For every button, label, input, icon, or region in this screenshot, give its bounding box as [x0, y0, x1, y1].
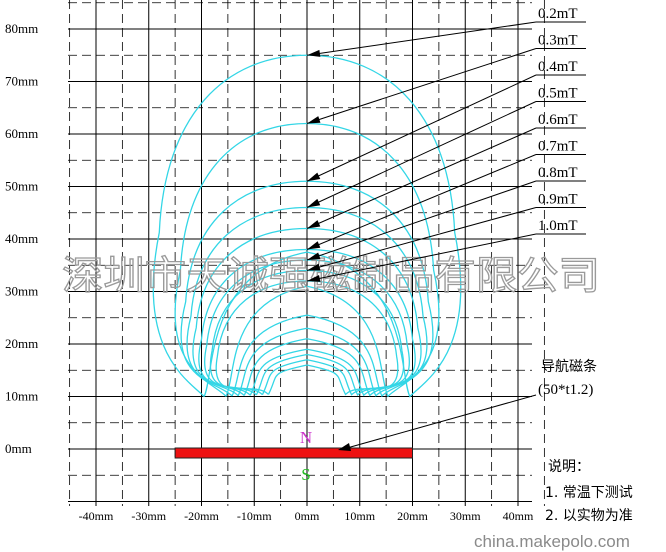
contour-pointer-line	[306, 233, 537, 282]
field-contour-line	[198, 248, 416, 397]
contour-pointer-line	[306, 74, 537, 182]
south-pole-label: S	[301, 465, 310, 484]
field-contour-line	[180, 180, 434, 398]
contour-pointer-arrowhead	[307, 241, 321, 250]
contour-pointer-arrowhead	[307, 220, 321, 229]
y-axis-label: 30mm	[5, 284, 38, 299]
y-axis-label: 10mm	[5, 389, 38, 404]
x-axis-label: 0mm	[295, 509, 320, 523]
field-contour-line	[215, 280, 399, 396]
y-axis-labels: 80mm 70mm 60mm 50mm 40mm 30mm 20mm 10mm 0mm	[5, 21, 38, 456]
y-axis-label: 20mm	[5, 336, 38, 351]
magnet-strip-name: 导航磁条	[541, 358, 597, 375]
contour-pointer-arrowhead	[307, 116, 321, 124]
contour-label: 0.9mT	[538, 192, 578, 208]
contour-pointer-line	[306, 21, 537, 56]
magnet-pointer-line	[346, 394, 537, 449]
contour-pointer-line	[306, 154, 537, 250]
y-axis-label: 0mm	[5, 441, 32, 456]
contour-labels: 0.2mT 0.3mT 0.4mT 0.5mT 0.6mT 0.7mT 0.8mT 0.9mT…	[538, 6, 578, 234]
x-axis-label: 30mm	[450, 509, 481, 523]
contour-label: 0.5mT	[538, 86, 578, 102]
y-axis-label: 60mm	[5, 126, 38, 141]
contour-label: 0.2mT	[538, 6, 578, 22]
contour-label: 0.3mT	[538, 33, 578, 49]
y-axis-label: 40mm	[5, 231, 38, 246]
contour-pointer-arrowhead	[307, 274, 321, 282]
contour-label: 0.8mT	[538, 165, 578, 181]
field-contour-line	[204, 259, 410, 397]
notes-line-2: 2. 以实物为准	[545, 508, 633, 524]
field-contours	[152, 54, 462, 398]
contour-pointer-line	[306, 207, 537, 271]
contour-label: 1.0mT	[538, 218, 578, 234]
y-axis-label: 50mm	[5, 179, 38, 194]
contour-pointer-line	[306, 48, 537, 124]
contour-label: 0.7mT	[538, 139, 578, 155]
notes-box: 说明： 1. 常温下测试 2. 以实物为准	[545, 459, 633, 524]
x-axis-label: -20mm	[184, 509, 219, 523]
site-watermark: china.makepolo.com	[474, 532, 630, 551]
contour-pointer-arrowhead	[307, 252, 321, 260]
contour-label: 0.6mT	[538, 112, 578, 128]
y-axis-label: 70mm	[5, 74, 38, 89]
contour-label-arrows	[306, 21, 586, 282]
contour-pointer-arrowhead	[307, 49, 321, 57]
contour-pointer-line	[306, 180, 537, 261]
notes-line-1: 1. 常温下测试	[545, 485, 633, 501]
contour-pointer-arrowhead	[307, 263, 321, 271]
y-axis-label: 80mm	[5, 21, 38, 36]
contour-pointer-arrowhead	[307, 198, 321, 208]
x-axis-labels: -40mm -30mm -20mm -10mm 0mm 10mm 20mm 30mm 40mm	[79, 509, 534, 523]
field-contour-line	[209, 269, 405, 396]
magnet-strip-group: N S 导航磁条 (50*t1.2)	[174, 358, 597, 484]
north-pole-label: N	[300, 428, 312, 447]
field-contour-line	[152, 54, 462, 398]
contour-pointer-arrowhead	[307, 172, 321, 182]
magnet-strip-size: (50*t1.2)	[538, 382, 593, 398]
x-axis-label: 20mm	[397, 509, 428, 523]
notes-title: 说明：	[548, 459, 590, 475]
grid	[68, 0, 545, 506]
x-axis-label: 10mm	[344, 509, 375, 523]
contour-pointer-line	[306, 101, 537, 208]
field-contour-line	[192, 227, 422, 397]
x-axis-label: -30mm	[131, 509, 166, 523]
field-contour-line	[174, 122, 440, 398]
field-contour-line	[186, 206, 428, 397]
x-axis-label: 40mm	[503, 509, 534, 523]
magnet-strip	[174, 447, 413, 459]
magnet-pointer-arrowhead	[338, 443, 351, 451]
x-axis-label: -40mm	[79, 509, 114, 523]
contour-pointer-line	[306, 127, 537, 229]
x-axis-label: -10mm	[237, 509, 272, 523]
contour-label: 0.4mT	[538, 59, 578, 75]
